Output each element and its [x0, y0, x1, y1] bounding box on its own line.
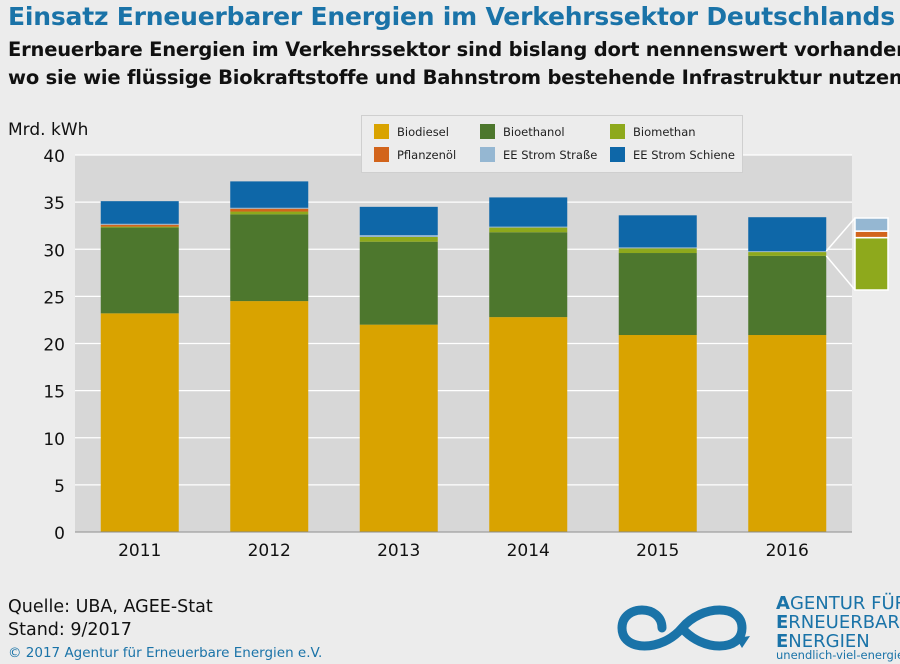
x-tick-label: 2012 [248, 541, 291, 561]
stacked-bar-chart: 0 5 10 15 20 25 30 35 40 2011 2012 2013 2014 2015 2016 [43, 147, 889, 561]
y-tick-label: 30 [43, 241, 65, 261]
legend-label: Biodiesel [397, 125, 449, 139]
legend-label: Bioethanol [503, 125, 565, 139]
zoom-connector [825, 217, 856, 252]
bar-segment-ee-strom-stra-e [489, 226, 568, 228]
bar-segment-bioethanol [489, 232, 568, 318]
zoom-inset-segment [854, 217, 889, 232]
bar-segment-ee-strom-stra-e [230, 207, 309, 209]
bar-segment-biomethan [618, 248, 697, 254]
x-tick-label: 2016 [766, 541, 809, 561]
bar-segment-biomethan [230, 211, 309, 215]
legend-label: EE Strom Schiene [633, 148, 735, 162]
bar-segment-ee-strom-stra-e [100, 223, 179, 225]
legend-swatch [610, 147, 625, 162]
source-note: Quelle: UBA, AGEE-Stat [8, 597, 213, 617]
bar-segment-biomethan [100, 226, 179, 228]
legend-swatch [480, 124, 495, 139]
legend-swatch [610, 124, 625, 139]
bar-segment-ee-strom-schiene [489, 197, 568, 227]
bar-segment-ee-strom-schiene [359, 206, 438, 236]
y-tick-label: 5 [54, 477, 65, 497]
bar-segment-biodiesel [100, 313, 179, 532]
bar-segment-biodiesel [359, 324, 438, 532]
bar-segment-biomethan [748, 252, 827, 256]
bar-segment-biodiesel [230, 301, 309, 532]
bar-segment-pflanzen-l [100, 224, 179, 227]
legend-swatch [480, 147, 495, 162]
x-tick-label: 2014 [507, 541, 550, 561]
copyright-note: © 2017 Agentur für Erneuerbare Energien … [8, 645, 323, 661]
bar-segment-ee-strom-schiene [230, 181, 309, 208]
bar-segment-bioethanol [100, 227, 179, 314]
bar-segment-bioethanol [618, 253, 697, 336]
legend-swatch [374, 124, 389, 139]
bar-segment-ee-strom-schiene [100, 201, 179, 224]
status-note: Stand: 9/2017 [8, 620, 132, 640]
bar-segment-ee-strom-schiene [618, 215, 697, 248]
bar-segment-biodiesel [489, 317, 568, 532]
y-tick-label: 15 [43, 383, 65, 403]
legend-label: Biomethan [633, 125, 696, 139]
bar-segment-bioethanol [359, 241, 438, 325]
y-tick-label: 25 [43, 288, 65, 308]
infinity-logo-icon [617, 605, 750, 651]
legend-label: Pflanzenöl [397, 148, 457, 162]
y-tick-label: 10 [43, 430, 65, 450]
chart-legend: Biodiesel Bioethanol Biomethan Pflanzenöl EE… [361, 115, 743, 173]
bar-segment-ee-strom-stra-e [618, 247, 697, 249]
y-axis-unit-label: Mrd. kWh [8, 120, 89, 140]
logo-url: unendlich-viel-energie.de [776, 648, 900, 662]
bar-segment-pflanzen-l [230, 208, 309, 212]
bar-segment-biodiesel [748, 335, 827, 532]
zoom-connector [825, 255, 856, 291]
x-tick-label: 2015 [636, 541, 679, 561]
bar-segment-bioethanol [230, 214, 309, 302]
bar-segment-bioethanol [748, 255, 827, 336]
zoom-inset-segment [854, 230, 889, 239]
bar-segment-biodiesel [618, 335, 697, 532]
legend-swatch [374, 147, 389, 162]
logo-wordmark: AGENTUR FÜR ERNEUERBARE ENERGIEN [776, 593, 900, 652]
y-tick-label: 40 [43, 147, 65, 167]
y-tick-label: 0 [54, 524, 65, 544]
x-tick-label: 2011 [118, 541, 161, 561]
legend-label: EE Strom Straße [503, 148, 598, 162]
chart-subtitle-line-2: wo sie wie flüssige Biokraftstoffe und B… [8, 66, 900, 89]
bar-segment-biomethan [359, 236, 438, 242]
bar-segment-biomethan [489, 227, 568, 233]
zoom-inset-segment [854, 236, 889, 291]
bar-segment-ee-strom-stra-e [748, 251, 827, 253]
chart-subtitle-line-1: Erneuerbare Energien im Verkehrssektor s… [8, 38, 900, 61]
bar-segment-ee-strom-schiene [748, 217, 827, 252]
x-tick-label: 2013 [377, 541, 420, 561]
y-tick-label: 35 [43, 194, 65, 214]
bar-segment-ee-strom-stra-e [359, 235, 438, 237]
chart-title: Einsatz Erneuerbarer Energien im Verkehr… [8, 2, 895, 31]
y-tick-label: 20 [43, 336, 65, 356]
